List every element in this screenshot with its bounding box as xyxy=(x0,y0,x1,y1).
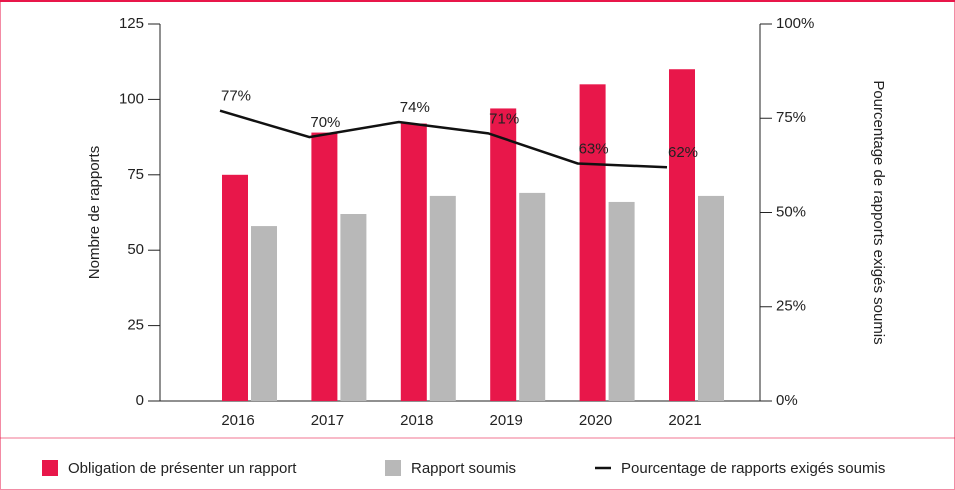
legend-label: Rapport soumis xyxy=(411,460,516,477)
y-tick-label: 25 xyxy=(127,317,144,334)
y2-tick-label: 25% xyxy=(776,298,806,315)
legend-swatch xyxy=(42,460,58,476)
bar xyxy=(698,195,724,401)
x-tick-label: 2018 xyxy=(400,412,433,429)
bar xyxy=(608,201,635,401)
legend-swatch xyxy=(385,460,401,476)
y2-tick-label: 0% xyxy=(776,392,798,409)
bar xyxy=(400,123,427,401)
bar xyxy=(519,192,546,401)
x-tick-label: 2019 xyxy=(490,412,523,429)
y-tick-label: 0 xyxy=(136,392,144,409)
data-label: 62% xyxy=(668,144,698,161)
legend-label: Pourcentage de rapports exigés soumis xyxy=(621,460,885,477)
y2-tick-label: 100% xyxy=(776,15,814,32)
x-tick-label: 2021 xyxy=(668,412,701,429)
y2-axis-title: Pourcentage de rapports exigés soumis xyxy=(870,80,887,344)
y-tick-label: 100 xyxy=(119,90,144,107)
bar xyxy=(490,108,517,401)
x-tick-label: 2016 xyxy=(221,412,254,429)
y-tick-label: 125 xyxy=(119,15,144,32)
bar xyxy=(340,214,367,401)
data-label: 70% xyxy=(310,114,340,131)
data-label: 74% xyxy=(400,99,430,116)
legend-label: Obligation de présenter un rapport xyxy=(68,460,297,477)
bar xyxy=(669,69,695,402)
line xyxy=(219,109,668,169)
bar xyxy=(222,174,248,401)
y-axis-title: Nombre de rapports xyxy=(86,146,103,279)
data-label: 63% xyxy=(579,140,609,157)
bar xyxy=(579,84,606,401)
y2-tick-label: 75% xyxy=(776,109,806,126)
x-tick-label: 2017 xyxy=(311,412,344,429)
bar xyxy=(251,226,277,401)
data-label: 77% xyxy=(221,88,251,105)
bar xyxy=(311,132,338,402)
x-tick-label: 2020 xyxy=(579,412,612,429)
y-tick-label: 50 xyxy=(127,241,144,258)
data-label: 71% xyxy=(489,110,519,127)
bar xyxy=(429,195,456,401)
y-tick-label: 75 xyxy=(127,166,144,183)
y2-tick-label: 50% xyxy=(776,203,806,220)
